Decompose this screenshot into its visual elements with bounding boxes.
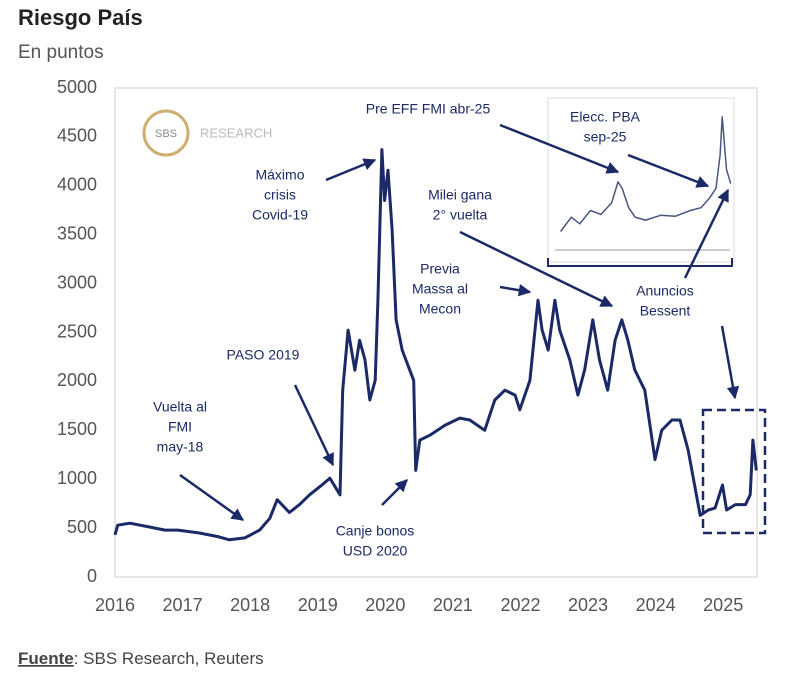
risk-line xyxy=(113,148,758,542)
annotation: Máximo xyxy=(255,167,304,183)
annotation: PASO 2019 xyxy=(227,347,300,363)
inset-bracket xyxy=(547,258,733,267)
annotation: crisis xyxy=(264,187,296,203)
annotation: Elecc. PBA xyxy=(570,109,641,125)
annotation-arrow xyxy=(720,325,740,400)
x-tick-label: 2024 xyxy=(636,595,676,615)
annotation-arrow xyxy=(499,123,620,174)
annotation: sep-25 xyxy=(584,129,627,145)
inset-line xyxy=(559,116,732,232)
x-tick-label: 2022 xyxy=(500,595,540,615)
x-tick-label: 2019 xyxy=(298,595,338,615)
x-tick-label: 2020 xyxy=(365,595,405,615)
y-tick-label: 1000 xyxy=(57,468,97,488)
logo-ring xyxy=(142,109,190,157)
annotation-arrow xyxy=(179,473,245,522)
highlight-box xyxy=(701,408,767,535)
annotation: 2° vuelta xyxy=(433,207,488,223)
source-note: Fuente: SBS Research, Reuters xyxy=(18,649,264,668)
annotation: Canje bonos xyxy=(336,523,415,539)
plot-frame xyxy=(114,87,758,578)
y-tick-label: 2000 xyxy=(57,370,97,390)
annotation: Mecon xyxy=(419,301,461,317)
y-tick-label: 1500 xyxy=(57,419,97,439)
x-tick-label: 2023 xyxy=(568,595,608,615)
annotation-arrow xyxy=(325,158,377,182)
y-tick-label: 4000 xyxy=(57,175,97,195)
annotation: Covid-19 xyxy=(252,207,308,223)
annotation-arrow xyxy=(381,479,408,506)
annotation: Milei gana xyxy=(428,187,492,203)
annotation: may-18 xyxy=(157,439,204,455)
annotation: Massa al xyxy=(412,281,468,297)
y-tick-label: 4500 xyxy=(57,126,97,146)
annotation: USD 2020 xyxy=(343,543,408,559)
annotation: Pre EFF FMI abr-25 xyxy=(366,101,491,117)
annotation-arrow xyxy=(499,283,532,297)
x-tick-label: 2018 xyxy=(230,595,270,615)
x-tick-label: 2025 xyxy=(703,595,743,615)
chart-subtitle: En puntos xyxy=(18,42,104,63)
y-tick-label: 5000 xyxy=(57,77,97,97)
annotation-arrow xyxy=(293,384,335,467)
annotation: Vuelta al xyxy=(153,399,207,415)
annotation: Bessent xyxy=(640,303,691,319)
annotation: FMI xyxy=(168,419,192,435)
chart-title: Riesgo País xyxy=(18,5,143,30)
logo-text: RESEARCH xyxy=(200,125,272,140)
annotation-arrow xyxy=(683,188,730,279)
annotation-arrow xyxy=(459,230,614,308)
annotation: Anuncios xyxy=(636,283,694,299)
source-text: : SBS Research, Reuters xyxy=(74,649,264,668)
logo-mark: SBS xyxy=(155,128,177,140)
annotation-arrow xyxy=(627,153,710,188)
y-tick-label: 0 xyxy=(87,566,97,586)
y-tick-label: 500 xyxy=(67,517,97,537)
y-tick-label: 3500 xyxy=(57,223,97,243)
annotation: Previa xyxy=(420,261,460,277)
source-label: Fuente xyxy=(18,649,74,668)
x-tick-label: 2021 xyxy=(433,595,473,615)
x-tick-label: 2016 xyxy=(95,595,135,615)
y-tick-label: 3000 xyxy=(57,272,97,292)
x-tick-label: 2017 xyxy=(163,595,203,615)
y-tick-label: 2500 xyxy=(57,321,97,341)
